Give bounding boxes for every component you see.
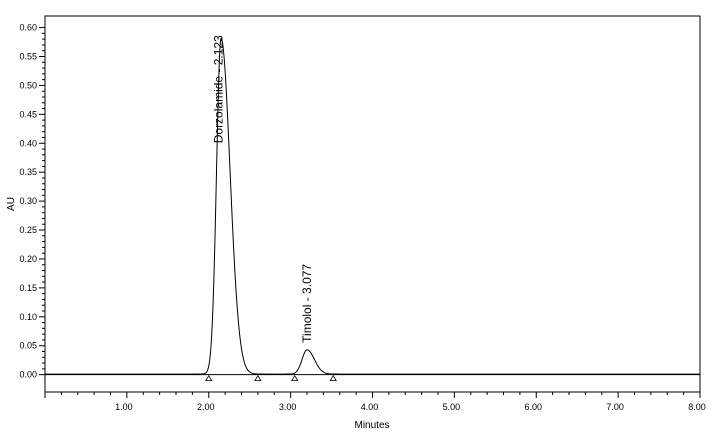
y-tick-label: 0.10 (19, 312, 37, 322)
x-tick-label: 2.00 (197, 402, 215, 412)
y-tick-label: 0.30 (19, 196, 37, 206)
y-tick-label: 0.45 (19, 109, 37, 119)
integration-marker (291, 374, 299, 382)
peak-labels: Dorzolamide - 2.123 Timolol - 3.077 (212, 35, 314, 343)
x-tick-label: 5.00 (443, 402, 461, 412)
x-axis: 1.00 2.00 3.00 4.00 5.00 6.00 7.00 8.00 (44, 392, 706, 412)
integration-marker (205, 374, 213, 382)
y-tick-label: 0.25 (19, 225, 37, 235)
y-tick-label: 0.05 (19, 341, 37, 351)
plot-frame (44, 15, 701, 393)
y-tick-label: 0.60 (19, 23, 37, 33)
y-tick-label: 0.15 (19, 283, 37, 293)
peak-label: Dorzolamide - 2.123 (212, 35, 226, 143)
y-axis-label: AU (6, 197, 17, 211)
x-axis-label: Minutes (354, 420, 389, 431)
peak-label: Timolol - 3.077 (300, 264, 314, 343)
integration-markers (205, 374, 337, 382)
y-tick-label: 0.50 (19, 80, 37, 90)
chromatogram-trace (45, 37, 700, 375)
x-tick-label: 3.00 (279, 402, 297, 412)
x-tick-label: 1.00 (115, 402, 133, 412)
integration-marker (254, 374, 262, 382)
x-tick-label: 8.00 (688, 402, 706, 412)
y-tick-label: 0.20 (19, 254, 37, 264)
y-tick-label: 0.55 (19, 51, 37, 61)
integration-marker (329, 374, 337, 382)
y-axis: 0.00 0.05 0.10 0.15 0.20 0.25 0.30 0.35 0.40 0.45… (19, 23, 45, 380)
x-tick-label: 4.00 (361, 402, 379, 412)
y-tick-label: 0.00 (19, 370, 37, 380)
y-tick-label: 0.40 (19, 138, 37, 148)
x-tick-label: 7.00 (606, 402, 624, 412)
x-tick-label: 6.00 (524, 402, 542, 412)
y-tick-label: 0.35 (19, 167, 37, 177)
